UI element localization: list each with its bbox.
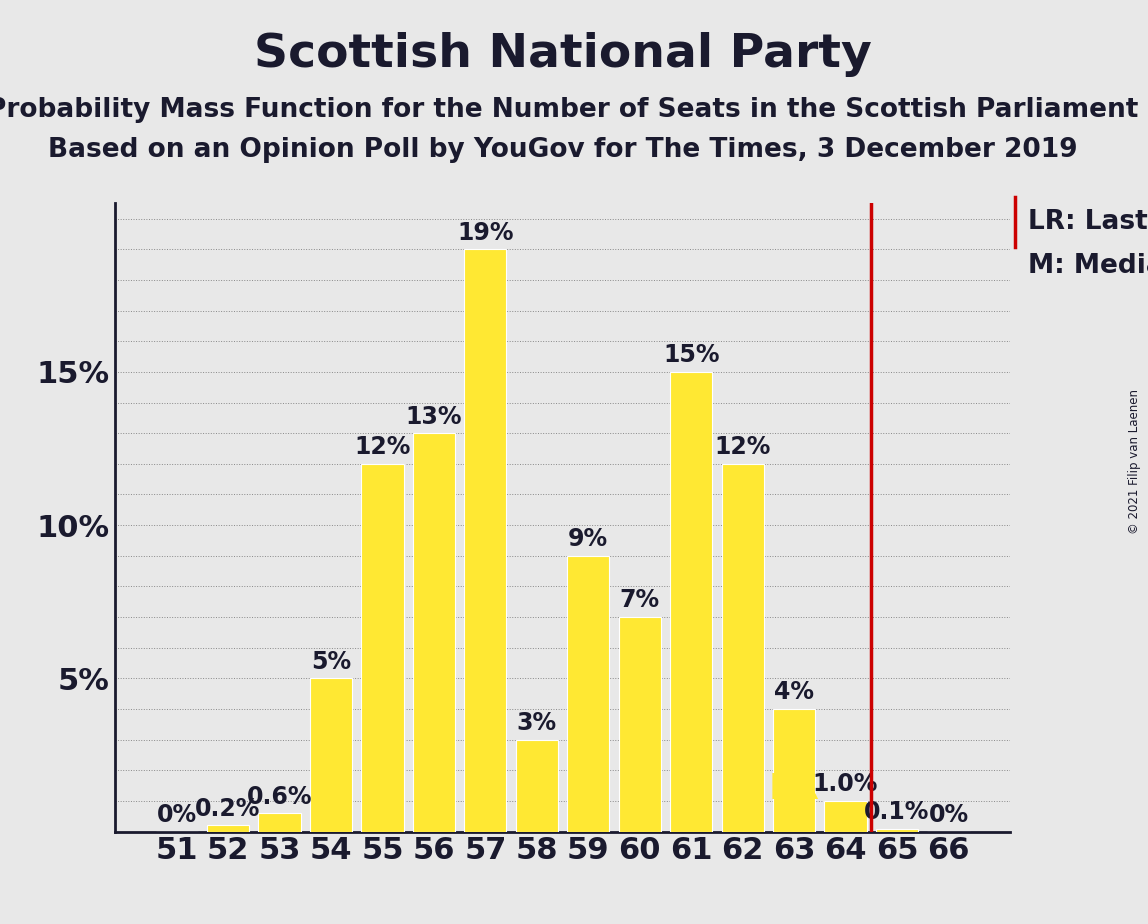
Text: 12%: 12% bbox=[355, 435, 411, 459]
Text: 3%: 3% bbox=[517, 711, 557, 736]
Text: 0.2%: 0.2% bbox=[195, 796, 261, 821]
Text: M: Median: M: Median bbox=[1029, 253, 1148, 279]
Text: 4%: 4% bbox=[774, 680, 814, 704]
Bar bbox=[619, 617, 661, 832]
Bar bbox=[567, 555, 610, 832]
Text: 15%: 15% bbox=[662, 343, 720, 367]
Text: LR: LR bbox=[769, 772, 820, 806]
Text: © 2021 Filip van Laenen: © 2021 Filip van Laenen bbox=[1128, 390, 1141, 534]
Text: 12%: 12% bbox=[714, 435, 770, 459]
Bar bbox=[362, 464, 403, 832]
Text: 13%: 13% bbox=[405, 405, 463, 429]
Text: 5%: 5% bbox=[311, 650, 351, 674]
Text: 0.6%: 0.6% bbox=[247, 784, 312, 808]
Text: 1.0%: 1.0% bbox=[813, 772, 878, 796]
Bar bbox=[464, 249, 506, 832]
Text: Probability Mass Function for the Number of Seats in the Scottish Parliament: Probability Mass Function for the Number… bbox=[0, 97, 1138, 123]
Text: Scottish National Party: Scottish National Party bbox=[254, 32, 871, 78]
Text: Based on an Opinion Poll by YouGov for The Times, 3 December 2019: Based on an Opinion Poll by YouGov for T… bbox=[48, 137, 1077, 163]
Bar bbox=[824, 801, 867, 832]
Bar bbox=[722, 464, 763, 832]
Text: 7%: 7% bbox=[620, 589, 660, 613]
Bar bbox=[515, 739, 558, 832]
Text: 0%: 0% bbox=[156, 803, 196, 827]
Text: 0%: 0% bbox=[929, 803, 969, 827]
Text: M: M bbox=[467, 611, 503, 645]
Text: 19%: 19% bbox=[457, 221, 513, 245]
Bar bbox=[413, 433, 455, 832]
Bar bbox=[310, 678, 352, 832]
Bar bbox=[876, 829, 918, 832]
Bar bbox=[207, 825, 249, 832]
Text: LR: Last Result: LR: Last Result bbox=[1029, 209, 1148, 235]
Text: 9%: 9% bbox=[568, 528, 608, 551]
Bar bbox=[773, 709, 815, 832]
Text: 0.1%: 0.1% bbox=[864, 800, 930, 824]
Bar bbox=[258, 813, 301, 832]
Bar bbox=[670, 371, 712, 832]
